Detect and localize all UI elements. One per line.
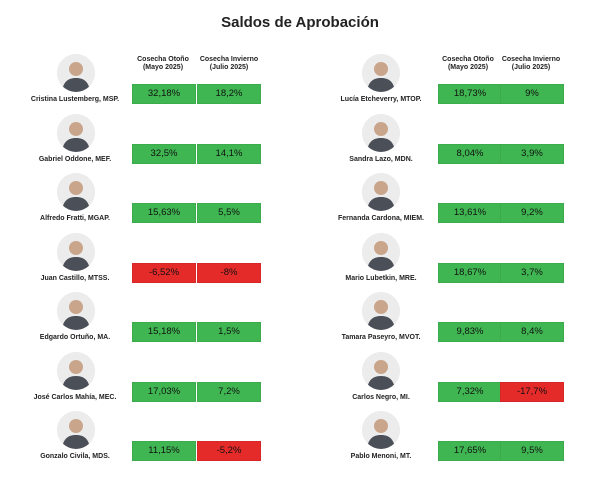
minister-photo [362,351,400,390]
minister-photo [57,232,95,271]
person-portrait-icon [362,113,400,152]
minister-name: Cristina Lustemberg, MSP. [30,96,120,103]
value-cell-invierno: -5,2% [197,441,261,461]
value-cell-invierno: 7,2% [197,381,261,402]
value-cell-otono: 17,65% [438,441,502,461]
value-cell-otono: 32,5% [132,143,196,164]
value-cell-invierno: 5,5% [197,203,261,223]
column-header-otono: Cosecha Otoño (Mayo 2025) [436,56,500,72]
minister-photo [362,173,400,211]
person-portrait-icon [362,351,400,390]
value-cell-invierno: 9,5% [500,441,564,461]
minister-row: Mario Lubetkin, MRE. 18,67% 3,7% [300,232,590,292]
column-header-invierno: Cosecha Invierno (Julio 2025) [197,56,261,72]
minister-row: Gabriel Oddone, MEF. 32,5% 14,1% [0,113,290,173]
value-cell-otono: 11,15% [132,441,196,461]
person-portrait-icon [362,292,400,330]
person-portrait-icon [362,411,400,449]
minister-row: Sandra Lazo, MDN. 8,04% 3,9% [300,113,590,173]
column-header-otono-line2: (Mayo 2025) [447,64,489,71]
value-cell-invierno: -8% [197,262,261,283]
minister-photo [57,292,95,330]
minister-row: Carlos Negro, MI. 7,32% -17,7% [300,351,590,411]
column-header-otono-line2: (Mayo 2025) [142,64,184,71]
minister-photo [57,411,95,449]
value-cell-otono: 8,04% [438,143,502,164]
minister-photo [362,54,400,92]
value-cell-otono: 32,18% [132,84,196,104]
person-portrait-icon [57,292,95,330]
minister-row: Cristina Lustemberg, MSP. 32,18% 18,2% [0,54,290,113]
value-cell-invierno: 1,5% [197,322,261,342]
minister-row: Juan Castillo, MTSS. -6,52% -8% [0,232,290,292]
value-cell-invierno: 3,7% [500,262,564,283]
column-header-invierno-line1: Cosecha Invierno [501,56,561,63]
minister-row: Tamara Paseyro, MVOT. 9,83% 8,4% [300,292,590,351]
minister-name: Sandra Lazo, MDN. [349,155,413,163]
value-cell-invierno: 9% [500,84,564,104]
minister-photo [57,113,95,152]
minister-photo [57,173,95,211]
right-panel: Cosecha Otoño (Mayo 2025) Cosecha Invier… [300,54,590,486]
value-cell-invierno: 18,2% [197,84,261,104]
column-header-otono-line1: Cosecha Otoño [442,56,494,63]
value-cell-invierno: -17,7% [500,381,564,402]
minister-name: Alfredo Fratti, MGAP. [40,215,110,222]
minister-name: Lucía Etcheverry, MTOP. [340,96,422,103]
value-cell-invierno: 8,4% [500,322,564,342]
minister-row: Alfredo Fratti, MGAP. 15,63% 5,5% [0,173,290,232]
value-cell-otono: 9,83% [438,322,502,342]
minister-row: Lucía Etcheverry, MTOP. 18,73% 9% [300,54,590,113]
minister-row: Gonzalo Civila, MDS. 11,15% -5,2% [0,411,290,470]
person-portrait-icon [57,113,95,152]
minister-photo [362,113,400,152]
minister-photo [362,232,400,271]
minister-photo [57,54,95,92]
value-cell-invierno: 3,9% [500,143,564,164]
minister-row: Fernanda Cardona, MIEM. 13,61% 9,2% [300,173,590,232]
person-portrait-icon [57,232,95,271]
minister-name: Fernanda Cardona, MIEM. [338,215,424,222]
minister-photo [362,292,400,330]
person-portrait-icon [362,54,400,92]
person-portrait-icon [57,411,95,449]
value-cell-otono: 18,67% [438,262,502,283]
minister-row: Pablo Menoni, MT. 17,65% 9,5% [300,411,590,470]
person-portrait-icon [57,351,95,390]
minister-name: Mario Lubetkin, MRE. [345,274,417,282]
value-cell-otono: 13,61% [438,203,502,223]
value-cell-otono: 7,32% [438,381,502,402]
minister-name: Juan Castillo, MTSS. [40,274,110,282]
value-cell-otono: -6,52% [132,262,196,283]
column-header-invierno-line2: (Julio 2025) [209,64,249,71]
minister-name: José Carlos Mahía, MEC. [33,393,117,401]
minister-row: Edgardo Ortuño, MA. 15,18% 1,5% [0,292,290,351]
minister-name: Gabriel Oddone, MEF. [38,155,112,163]
column-header-invierno-line2: (Julio 2025) [511,64,551,71]
minister-photo [362,411,400,449]
value-cell-invierno: 14,1% [197,143,261,164]
column-header-invierno: Cosecha Invierno (Julio 2025) [499,56,563,72]
chart-title: Saldos de Aprobación [221,14,379,31]
left-panel: Cosecha Otoño (Mayo 2025) Cosecha Invier… [0,54,290,486]
minister-name: Carlos Negro, MI. [352,393,410,401]
value-cell-otono: 15,63% [132,203,196,223]
value-cell-otono: 17,03% [132,381,196,402]
person-portrait-icon [57,54,95,92]
minister-name: Tamara Paseyro, MVOT. [341,334,421,341]
value-cell-otono: 18,73% [438,84,502,104]
minister-photo [57,351,95,390]
minister-name: Gonzalo Civila, MDS. [40,453,110,460]
value-cell-invierno: 9,2% [500,203,564,223]
column-header-otono-line1: Cosecha Otoño [137,56,189,63]
minister-name: Pablo Menoni, MT. [350,453,412,460]
column-header-otono: Cosecha Otoño (Mayo 2025) [131,56,195,72]
minister-name: Edgardo Ortuño, MA. [39,334,111,341]
column-header-invierno-line1: Cosecha Invierno [199,56,259,63]
person-portrait-icon [57,173,95,211]
person-portrait-icon [362,173,400,211]
value-cell-otono: 15,18% [132,322,196,342]
minister-row: José Carlos Mahía, MEC. 17,03% 7,2% [0,351,290,411]
person-portrait-icon [362,232,400,271]
